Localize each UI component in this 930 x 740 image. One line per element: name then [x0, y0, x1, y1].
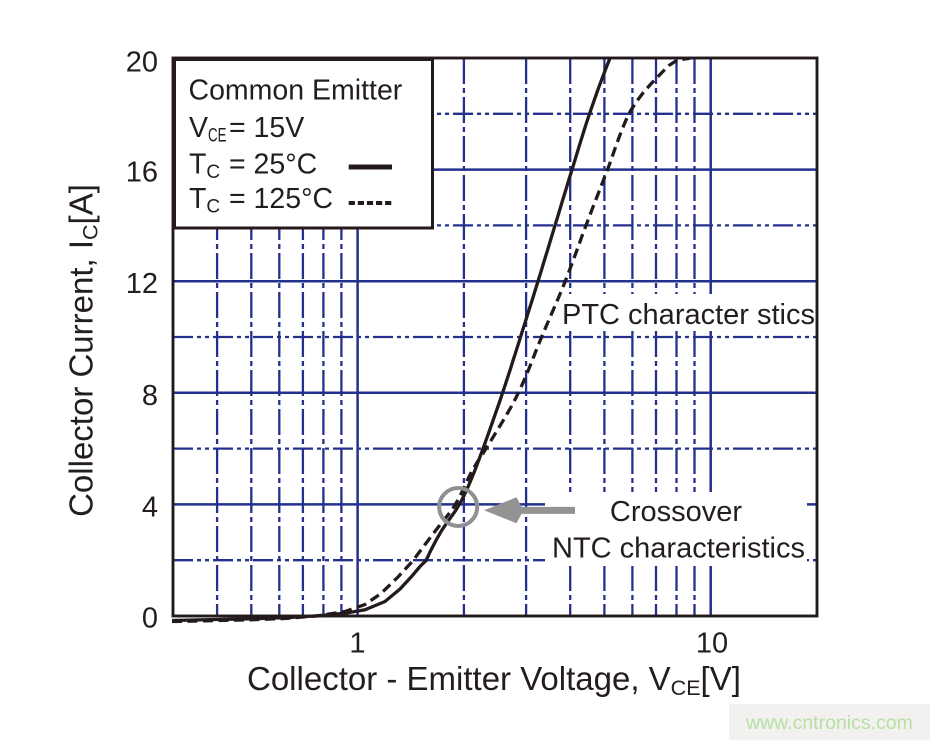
svg-text:0: 0 — [142, 603, 158, 635]
svg-text:Common Emitter: Common Emitter — [189, 74, 403, 106]
svg-text:NTC characteristics: NTC characteristics — [552, 533, 805, 565]
svg-text:20: 20 — [126, 47, 158, 79]
svg-text:Collector - Emitter Voltage, V: Collector - Emitter Voltage, VCE[V] — [247, 660, 741, 700]
svg-text:Crossover: Crossover — [610, 496, 742, 528]
svg-text:= 25°C: = 25°C — [229, 148, 317, 180]
svg-text:12: 12 — [126, 268, 158, 300]
svg-text:PTC character stics: PTC character stics — [562, 299, 815, 331]
svg-text:= 15V: = 15V — [229, 112, 304, 144]
svg-text:10: 10 — [696, 627, 728, 659]
svg-text:8: 8 — [142, 380, 158, 412]
svg-text:= 125°C: = 125°C — [229, 183, 333, 215]
svg-text:1: 1 — [349, 627, 365, 659]
svg-text:www.cntronics.com: www.cntronics.com — [745, 712, 913, 734]
svg-text:4: 4 — [142, 491, 158, 523]
svg-text:16: 16 — [126, 157, 158, 189]
